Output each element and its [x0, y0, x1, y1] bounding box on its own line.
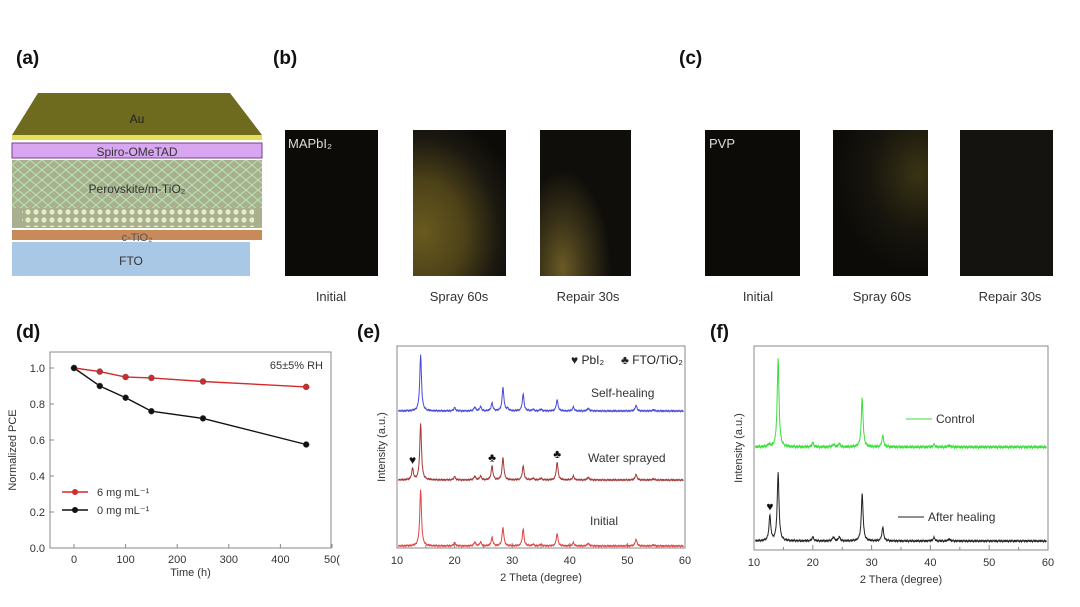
- series-label: Control: [936, 412, 975, 426]
- panel-label-c: (c): [679, 48, 703, 69]
- x-tick-label: 400: [271, 554, 289, 566]
- x-tick-label: 30: [865, 557, 877, 569]
- layer-spiro: [11, 142, 263, 159]
- series-label: After healing: [928, 510, 995, 524]
- data-point: [96, 382, 104, 390]
- annotation: 65±5% RH: [270, 360, 323, 372]
- photo-mapbi-spray: [413, 130, 506, 276]
- layer-label-perovskite: Perovskite/m-TiO₂: [89, 182, 186, 196]
- y-tick-label: 0.8: [30, 399, 45, 411]
- caption: Spray 60s: [429, 289, 489, 304]
- x-tick-label: 40: [564, 555, 576, 567]
- legend-label: 6 mg mL⁻¹: [97, 487, 150, 499]
- layer-au: [12, 93, 262, 135]
- panel-label-e: (e): [357, 322, 381, 343]
- plot-frame-d: [49, 351, 332, 549]
- y-tick-label: 0.2: [30, 507, 45, 519]
- legend-marker: [72, 489, 78, 495]
- caption: Spray 60s: [852, 289, 912, 304]
- x-tick-label: 50: [983, 557, 995, 569]
- xrd-pattern-after-healing: [754, 472, 1047, 544]
- data-point: [302, 441, 310, 448]
- photo-tag: PVP: [709, 136, 736, 151]
- data-point: [122, 394, 129, 401]
- layer-label-au: Au: [130, 112, 145, 126]
- x-tick-label: 20: [807, 557, 819, 569]
- xrd-pattern-initial: [397, 489, 684, 549]
- x-tick-label: 10: [748, 557, 760, 569]
- photo-pvp-repair: [960, 130, 1053, 276]
- xrd-pattern-control: [754, 358, 1047, 451]
- panel-label-a: (a): [16, 48, 40, 69]
- legend-label: 0 mg mL⁻¹: [97, 505, 150, 517]
- x-axis-label: 2 Theta (degree): [500, 572, 582, 584]
- y-tick-label: 1.0: [30, 363, 45, 375]
- panel-label-f: (f): [710, 322, 729, 343]
- panel-label-b: (b): [273, 48, 298, 69]
- caption: Initial: [742, 289, 774, 304]
- legend-label: ♥ PbI₂: [571, 353, 604, 367]
- x-tick-label: 40: [924, 557, 936, 569]
- photo-tag: MAPbI₂: [288, 136, 333, 151]
- data-point: [302, 383, 310, 391]
- x-axis-label: Time (h): [170, 567, 211, 579]
- x-tick-label: 50(: [324, 554, 340, 566]
- data-point: [199, 415, 207, 422]
- x-tick-label: 60: [1042, 557, 1054, 569]
- x-tick-label: 50: [621, 555, 633, 567]
- peak-marker-icon: ♣: [488, 451, 496, 465]
- legend-marker: [72, 507, 78, 513]
- data-point: [148, 374, 155, 382]
- photo-pvp-spray: [833, 130, 928, 276]
- x-tick-label: 20: [448, 555, 460, 567]
- x-tick-label: 300: [220, 554, 238, 566]
- x-axis-label: 2 Thera (degree): [860, 574, 942, 586]
- xrd-pattern-self-healing: [397, 354, 684, 414]
- series-label: Initial: [590, 514, 618, 528]
- x-tick-label: 0: [71, 554, 77, 566]
- data-point: [199, 378, 207, 385]
- panel-label-d: (d): [16, 322, 41, 343]
- x-tick-label: 200: [168, 554, 186, 566]
- legend-label: ♣ FTO/TiO₂: [621, 353, 683, 367]
- caption: Initial: [315, 289, 347, 304]
- layer-fto: [12, 242, 250, 276]
- y-axis-label: Normalized PCE: [7, 409, 19, 490]
- y-tick-label: 0.0: [30, 543, 45, 555]
- photo-mapbi-initial: MAPbI₂: [285, 130, 378, 276]
- series-label: Self-healing: [591, 386, 654, 400]
- data-point: [70, 364, 78, 372]
- data-point: [96, 368, 104, 375]
- photo-pvp-initial: PVP: [705, 130, 800, 276]
- layer-label-c-tio2: c-TiO₂: [122, 232, 153, 244]
- series-line-1: [73, 367, 307, 446]
- series-line-0: [73, 367, 307, 388]
- y-axis-label: Intensity (a.u.): [376, 412, 388, 482]
- y-tick-label: 0.6: [30, 435, 45, 447]
- peak-marker-icon: ♣: [553, 447, 561, 461]
- x-tick-label: 10: [391, 555, 403, 567]
- peak-marker-icon: ♥: [766, 500, 773, 514]
- photo-mapbi-repair: [540, 130, 631, 276]
- peak-marker-icon: ♥: [409, 453, 416, 467]
- y-tick-label: 0.4: [30, 471, 45, 483]
- x-tick-label: 100: [116, 554, 134, 566]
- caption: Repair 30s: [556, 289, 620, 304]
- layer-label-spiro: Spiro-OMeTAD: [96, 145, 177, 159]
- series-label: Water sprayed: [588, 451, 666, 465]
- layer-c-tio2: [12, 230, 262, 240]
- plot-frame-e: [396, 345, 686, 549]
- x-tick-label: 30: [506, 555, 518, 567]
- caption: Repair 30s: [978, 289, 1042, 304]
- x-tick-label: 60: [679, 555, 691, 567]
- xrd-pattern-water-sprayed: [397, 423, 684, 483]
- y-axis-label: Intensity (a.u.): [733, 413, 745, 483]
- data-point: [148, 407, 155, 415]
- data-point: [122, 373, 129, 381]
- layer-label-fto: FTO: [119, 254, 143, 268]
